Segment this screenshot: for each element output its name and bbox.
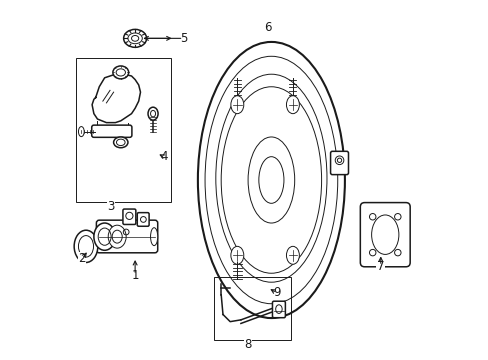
FancyBboxPatch shape bbox=[360, 203, 409, 267]
FancyBboxPatch shape bbox=[122, 209, 136, 225]
Ellipse shape bbox=[113, 66, 128, 79]
Ellipse shape bbox=[148, 107, 158, 120]
Ellipse shape bbox=[230, 96, 244, 114]
Ellipse shape bbox=[286, 246, 299, 264]
Ellipse shape bbox=[94, 223, 115, 250]
Ellipse shape bbox=[335, 156, 343, 165]
Ellipse shape bbox=[78, 127, 84, 136]
FancyBboxPatch shape bbox=[272, 301, 285, 318]
FancyBboxPatch shape bbox=[96, 220, 158, 253]
Ellipse shape bbox=[286, 96, 299, 114]
FancyBboxPatch shape bbox=[92, 125, 132, 137]
Ellipse shape bbox=[123, 30, 146, 47]
Text: 3: 3 bbox=[107, 201, 115, 213]
FancyBboxPatch shape bbox=[330, 151, 348, 175]
Ellipse shape bbox=[108, 225, 126, 248]
Text: 7: 7 bbox=[376, 260, 384, 273]
Text: 4: 4 bbox=[160, 150, 167, 163]
Text: 1: 1 bbox=[131, 269, 139, 282]
Ellipse shape bbox=[198, 42, 344, 318]
Ellipse shape bbox=[113, 137, 128, 148]
Bar bbox=[76, 58, 171, 202]
Text: 2: 2 bbox=[78, 252, 85, 265]
Ellipse shape bbox=[230, 246, 244, 264]
FancyBboxPatch shape bbox=[137, 213, 149, 226]
Text: 5: 5 bbox=[180, 32, 187, 45]
Text: 9: 9 bbox=[272, 287, 280, 300]
Text: 8: 8 bbox=[244, 338, 251, 351]
Text: 6: 6 bbox=[264, 21, 271, 34]
Bar bbox=[214, 277, 290, 339]
Ellipse shape bbox=[74, 230, 98, 262]
Ellipse shape bbox=[150, 228, 158, 246]
